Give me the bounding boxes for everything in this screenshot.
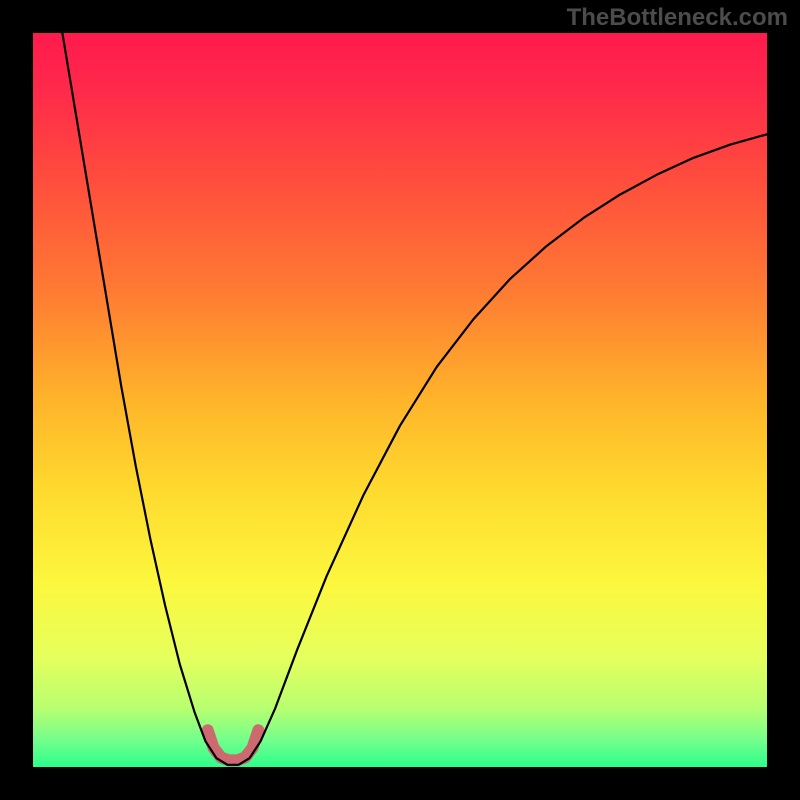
chart-svg: [0, 0, 800, 800]
bottleneck-curve: [62, 33, 767, 765]
chart-stage: TheBottleneck.com: [0, 0, 800, 800]
watermark-text: TheBottleneck.com: [567, 4, 788, 32]
